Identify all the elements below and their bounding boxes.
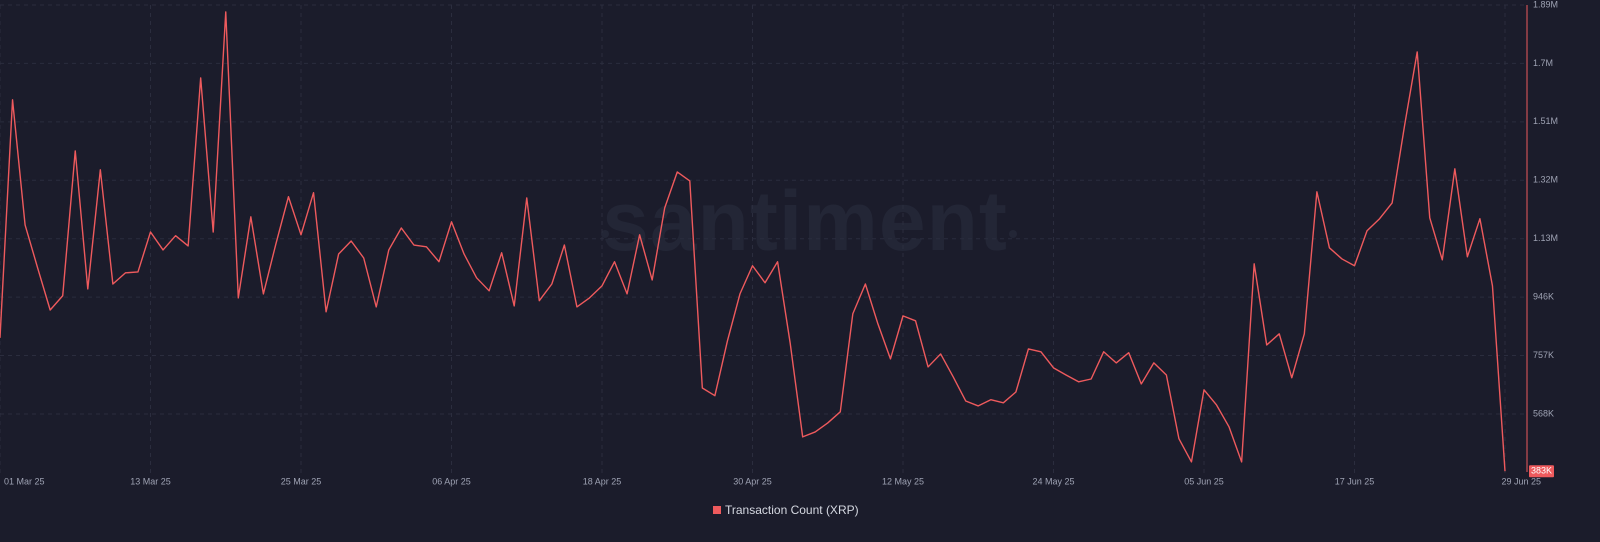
y-tick-label: 1.32M [1533, 175, 1558, 185]
y-tick-label: 757K [1533, 350, 1554, 360]
y-tick-label: 568K [1533, 408, 1554, 418]
legend-label: Transaction Count (XRP) [725, 503, 859, 517]
y-tick-label: 1.13M [1533, 233, 1558, 243]
value-label: 383K [1531, 466, 1552, 476]
y-tick-label: 1.51M [1533, 116, 1558, 126]
watermark-dot [1009, 230, 1017, 238]
watermark: santiment [602, 174, 1008, 268]
y-tick-label: 946K [1533, 291, 1554, 301]
x-tick-label: 18 Apr 25 [583, 476, 622, 486]
x-tick-label: 30 Apr 25 [733, 476, 772, 486]
x-tick-label: 29 Jun 25 [1501, 476, 1541, 486]
x-tick-label: 01 Mar 25 [4, 476, 45, 486]
y-tick-label: 1.89M [1533, 0, 1558, 9]
x-tick-label: 24 May 25 [1032, 476, 1074, 486]
x-tick-label: 12 May 25 [882, 476, 924, 486]
value-badge: 383K [1529, 465, 1554, 478]
watermark-dot [601, 230, 609, 238]
value-badge-bg [1529, 465, 1554, 478]
x-tick-label: 25 Mar 25 [281, 476, 322, 486]
series-line [0, 11, 1506, 472]
x-tick-label: 06 Apr 25 [432, 476, 471, 486]
x-tick-label: 13 Mar 25 [130, 476, 171, 486]
legend-swatch [713, 506, 721, 514]
x-tick-label: 05 Jun 25 [1184, 476, 1224, 486]
y-tick-label: 1.7M [1533, 58, 1553, 68]
x-tick-label: 17 Jun 25 [1335, 476, 1375, 486]
